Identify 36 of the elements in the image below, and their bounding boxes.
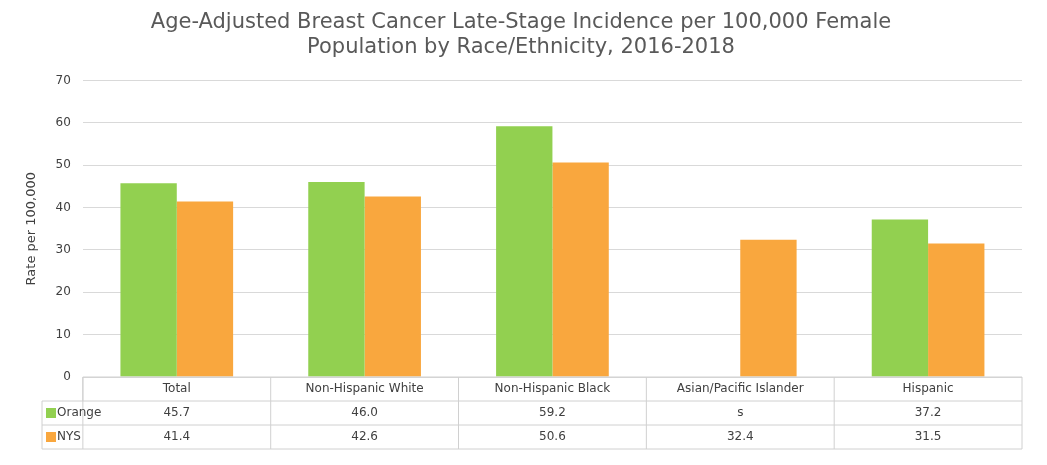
y-tick-label: 50	[55, 157, 71, 172]
bar	[928, 243, 985, 377]
y-tick-label: 0	[63, 369, 71, 384]
y-tick-label: 10	[55, 326, 71, 341]
data-label: 31.5	[914, 429, 942, 444]
legend-label: NYS	[57, 429, 81, 444]
legend-label: Orange	[57, 405, 102, 420]
y-tick-label: 70	[55, 72, 71, 87]
bar	[740, 239, 797, 377]
data-label: 41.4	[163, 429, 191, 444]
y-tick-label: 60	[55, 114, 71, 129]
y-tick-label: 20	[55, 284, 71, 299]
data-label: 46.0	[351, 405, 378, 420]
bar	[120, 183, 177, 377]
bar	[871, 219, 929, 377]
bar	[308, 182, 365, 377]
bar	[176, 201, 234, 377]
bar	[364, 196, 421, 377]
data-label: 59.2	[539, 405, 566, 420]
data-label: 42.6	[351, 429, 378, 444]
text: s	[737, 405, 744, 420]
bar	[552, 162, 609, 377]
x-tick-label: Non-Hispanic Black	[494, 381, 611, 396]
y-axis-title: Rate per 100,000	[23, 171, 39, 286]
data-label: 50.6	[539, 429, 566, 444]
bar	[496, 126, 553, 377]
y-tick-label: 30	[55, 242, 71, 257]
x-tick-label: Hispanic	[902, 381, 954, 396]
chart-title: Age-Adjusted Breast Cancer Late-Stage Incidence per 100,000 Female Population by Race/Ethnicity, 2016-2018	[150, 9, 892, 59]
data-label: 45.7	[163, 405, 191, 420]
x-tick-label: Asian/Pacific Islander	[676, 381, 804, 396]
data-label: 37.2	[914, 405, 942, 420]
x-tick-label: Non-Hispanic White	[305, 381, 424, 396]
data-label: 32.4	[726, 429, 754, 444]
y-tick-label: 40	[55, 199, 71, 214]
x-tick-label: Total	[161, 381, 191, 396]
